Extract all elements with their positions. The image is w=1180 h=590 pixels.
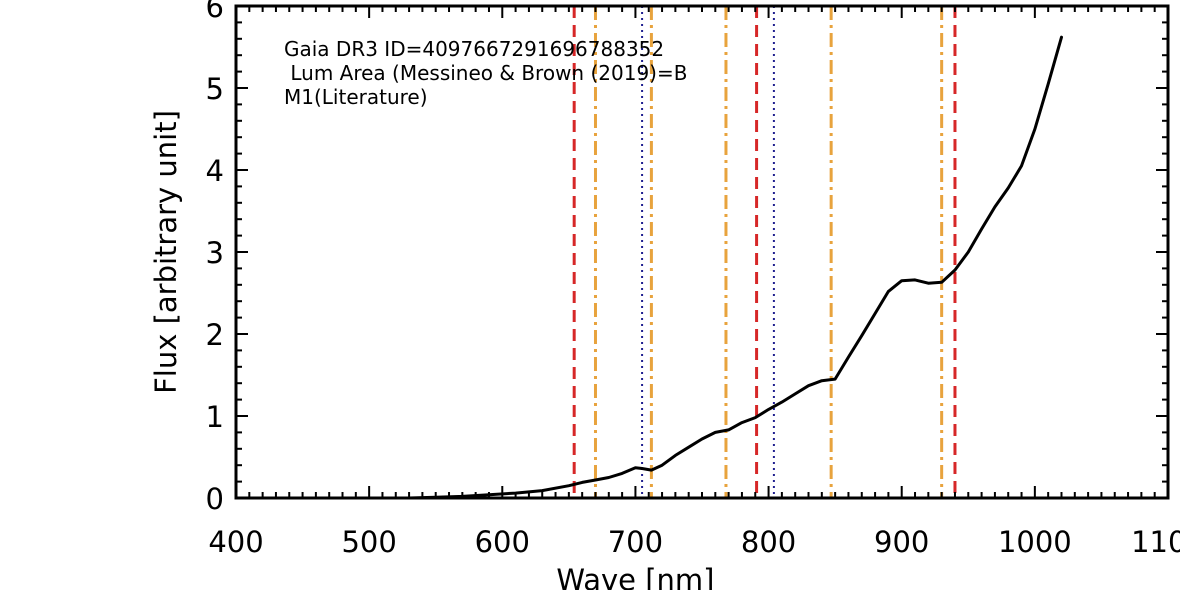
y-tick-label-3: 3 xyxy=(206,236,224,270)
annotation-spectral-type: M1(Literature) xyxy=(284,85,428,109)
series-line-0 xyxy=(407,35,1063,500)
y-tick-labels: 0 1 2 3 4 5 6 xyxy=(206,0,224,516)
x-tick-label-400: 400 xyxy=(208,525,263,559)
y-tick-label-0: 0 xyxy=(206,482,224,516)
y-tick-label-5: 5 xyxy=(206,72,224,106)
x-axis-title: Wave [nm] xyxy=(556,563,714,590)
annotation-gaia-id: Gaia DR3 ID=4097667291696788352 xyxy=(284,37,664,61)
series-group xyxy=(407,35,1063,500)
y-tick-label-6: 6 xyxy=(206,0,224,24)
annotation-lum-area: Lum Area (Messineo & Brown (2019)=B xyxy=(284,61,687,85)
x-tick-label-500: 500 xyxy=(341,525,396,559)
x-tick-label-1000: 1000 xyxy=(998,525,1072,559)
y-tick-label-2: 2 xyxy=(206,318,224,352)
ticks-group xyxy=(235,5,1169,499)
x-tick-label-900: 900 xyxy=(874,525,929,559)
y-tick-label-1: 1 xyxy=(206,400,224,434)
x-tick-label-800: 800 xyxy=(741,525,796,559)
y-axis-title: Flux [arbitrary unit] xyxy=(149,110,183,394)
y-tick-label-4: 4 xyxy=(206,154,224,188)
x-tick-label-700: 700 xyxy=(608,525,663,559)
x-tick-label-600: 600 xyxy=(475,525,530,559)
